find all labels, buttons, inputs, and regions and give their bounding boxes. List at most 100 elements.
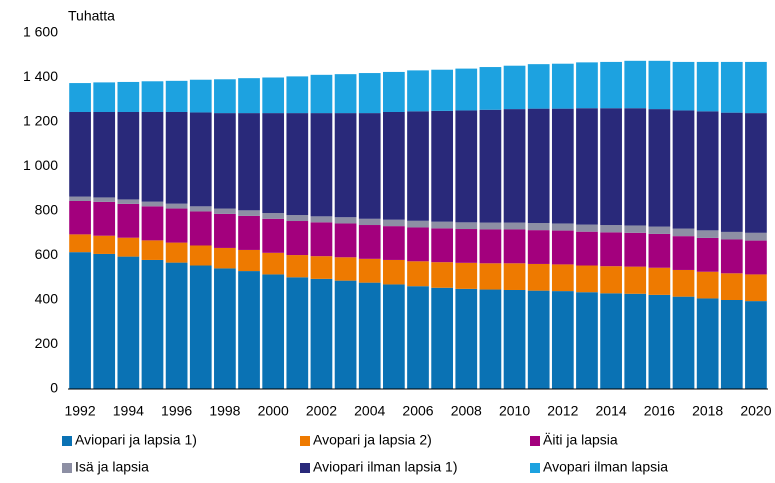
bar-segment — [334, 217, 357, 224]
bar-segment — [165, 80, 188, 112]
bar-segment — [672, 296, 695, 389]
bar-segment — [696, 271, 719, 299]
bar-segment — [69, 196, 91, 201]
bar-segment — [383, 71, 405, 112]
bar-segment — [479, 67, 502, 110]
bar-segment — [600, 266, 622, 294]
y-tick-label: 800 — [35, 202, 59, 218]
bar-segment — [624, 293, 647, 389]
bar-segment — [455, 222, 478, 230]
bar-segment — [503, 289, 526, 389]
bar-segment — [455, 229, 478, 263]
bar-segment — [407, 220, 429, 228]
bar-segment — [93, 111, 116, 198]
x-tick-label: 1996 — [161, 403, 192, 419]
bar-segment — [479, 263, 502, 290]
bar-segment — [310, 113, 333, 217]
x-tick-label: 2014 — [596, 403, 627, 419]
bar-segment — [672, 61, 695, 111]
bar-segment — [214, 113, 236, 209]
bar-segment — [551, 291, 574, 389]
bar-segment — [358, 113, 381, 219]
bar-segment — [527, 64, 550, 109]
bar-segment — [141, 201, 164, 207]
y-tick-label: 1 600 — [23, 24, 58, 40]
bar-segment — [310, 256, 333, 279]
bar-segment — [431, 228, 453, 263]
bar-segment — [238, 113, 260, 211]
bar-segment — [262, 213, 285, 219]
y-tick-label: 1 000 — [23, 157, 58, 173]
bar-segment — [286, 113, 309, 216]
bar-segment — [600, 232, 622, 267]
bar-segment — [310, 278, 333, 389]
bar-segment — [720, 273, 743, 300]
bar-segment — [431, 287, 453, 389]
bar-segment — [696, 61, 719, 112]
bar-segment — [600, 108, 622, 226]
bar-segment — [576, 292, 598, 389]
bar-segment — [141, 259, 164, 389]
bar-segment — [624, 232, 647, 267]
bar-segment — [383, 219, 405, 227]
bar-segment — [600, 293, 622, 389]
bar-segment — [407, 261, 429, 287]
bar-segment — [503, 229, 526, 264]
bar-segment — [503, 263, 526, 290]
bar-segment — [214, 79, 236, 114]
bar-segment — [551, 108, 574, 224]
x-tick-label: 2012 — [547, 403, 578, 419]
bar-segment — [527, 290, 550, 389]
bar-segment — [648, 226, 671, 234]
bar-segment — [720, 61, 743, 113]
legend-swatch — [530, 463, 540, 473]
bar-segment — [214, 208, 236, 214]
legend-swatch — [62, 463, 72, 473]
bar-segment — [117, 237, 140, 257]
bar-segment — [720, 300, 743, 389]
x-tick-label: 2008 — [451, 403, 482, 419]
bar-segment — [117, 256, 140, 389]
bar-segment — [383, 259, 405, 285]
bar-segment — [141, 240, 164, 260]
y-axis-label: Tuhatta — [68, 8, 115, 24]
bar-segment — [214, 213, 236, 248]
bar-segment — [165, 203, 188, 209]
bar-segment — [69, 200, 91, 235]
bar-segment — [214, 247, 236, 269]
bar-segment — [165, 262, 188, 389]
x-tick-label: 2000 — [258, 403, 289, 419]
bar-segment — [93, 253, 116, 389]
bar-segment — [551, 230, 574, 265]
x-tick-label: 2006 — [402, 403, 433, 419]
bar-segment — [117, 199, 140, 204]
bar-segment — [334, 280, 357, 389]
bar-segment — [93, 235, 116, 254]
bar-segment — [383, 284, 405, 389]
bar-segment — [189, 265, 212, 389]
y-tick-label: 1 400 — [23, 68, 58, 84]
bar-segment — [262, 218, 285, 253]
x-tick-label: 2002 — [306, 403, 337, 419]
bar-segment — [648, 109, 671, 227]
bar-segment — [551, 264, 574, 292]
x-tick-label: 1992 — [64, 403, 95, 419]
bar-segment — [527, 263, 550, 291]
bar-segment — [286, 76, 309, 114]
bar-segment — [624, 108, 647, 226]
bar-segment — [69, 111, 91, 197]
bar-segment — [527, 223, 550, 231]
bar-segment — [69, 234, 91, 253]
bar-segment — [455, 288, 478, 389]
bar-segment — [93, 197, 116, 202]
bar-segment — [310, 216, 333, 223]
bar-segment — [600, 225, 622, 233]
bar-segment — [551, 63, 574, 109]
bar-segment — [165, 242, 188, 263]
bar-segment — [696, 230, 719, 238]
bar-segment — [648, 294, 671, 389]
bar-segment — [720, 231, 743, 240]
bar-segment — [431, 110, 453, 222]
bar-segment — [262, 77, 285, 114]
bar-segment — [479, 229, 502, 264]
